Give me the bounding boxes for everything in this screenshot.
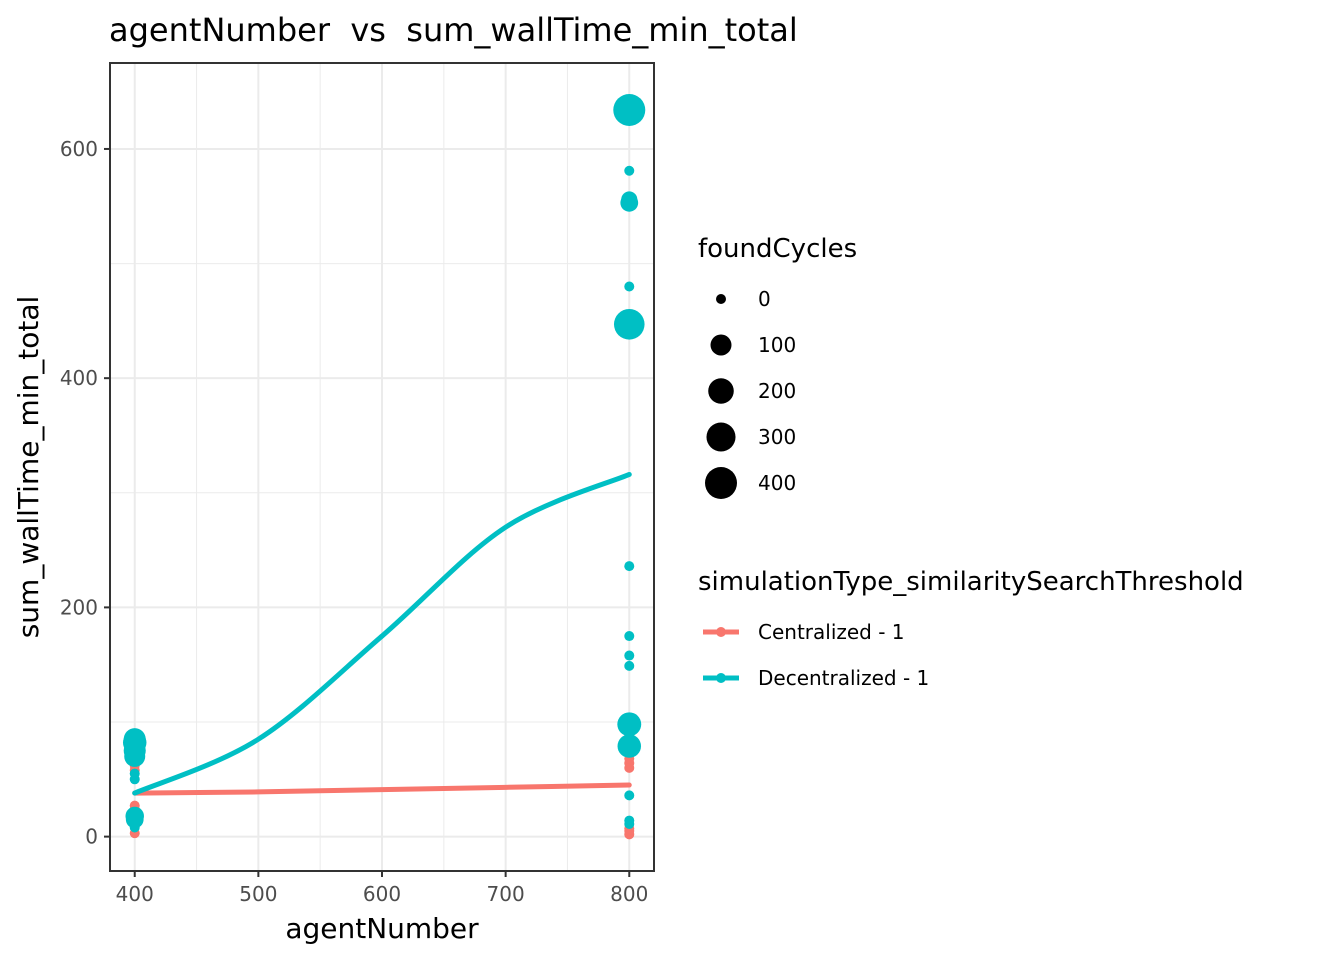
data-point: [621, 191, 638, 208]
y-axis-label: sum_wallTime_min_total: [12, 296, 45, 639]
legend-simulation-type: simulationType_similaritySearchThreshold…: [698, 567, 1244, 690]
data-points: [122, 93, 646, 840]
y-tick-label: 200: [60, 595, 98, 619]
data-point: [624, 281, 635, 292]
trend-lines: [132, 471, 632, 796]
data-point: [624, 561, 635, 572]
data-point: [624, 790, 635, 801]
legend-size-label: 300: [758, 425, 796, 449]
x-tick-label: 400: [116, 882, 154, 906]
legend-size-label: 100: [758, 333, 796, 357]
legend-color-label: Decentralized - 1: [758, 666, 929, 690]
data-point: [624, 650, 635, 661]
data-point: [617, 734, 642, 758]
trend-line: [132, 471, 632, 796]
x-axis-label: agentNumber: [285, 912, 479, 945]
legend-color-key: [716, 673, 726, 683]
y-tick-label: 0: [85, 825, 98, 849]
data-point: [613, 309, 645, 340]
plot-panel: [109, 62, 655, 872]
legend-color-key: [716, 627, 726, 637]
y-tick-label: 400: [60, 366, 98, 390]
x-tick-label: 700: [487, 882, 525, 906]
data-point: [617, 712, 642, 737]
legend-size-key: [706, 422, 736, 452]
data-point: [624, 660, 635, 671]
x-axis: 400 500 600 700 800: [116, 871, 648, 906]
data-point: [624, 165, 635, 176]
legend-size-title: foundCycles: [698, 234, 857, 264]
legend-size-label: 200: [758, 379, 796, 403]
chart-title: agentNumber vs sum_wallTime_min_total: [109, 11, 798, 49]
data-point: [613, 93, 646, 126]
legend-size-label: 400: [758, 471, 796, 495]
legend-size-key: [716, 294, 726, 304]
y-axis: 0 200 400 600: [60, 137, 110, 849]
legend-size-key: [710, 334, 732, 356]
legend-size-label: 0: [758, 287, 771, 311]
data-point: [129, 768, 140, 779]
data-point: [624, 815, 635, 826]
legend-color-title: simulationType_similaritySearchThreshold: [698, 567, 1244, 597]
data-point: [624, 631, 635, 642]
trend-line: [132, 782, 632, 796]
legend-found-cycles: foundCycles 0 100 200 300 400: [698, 234, 857, 499]
x-tick-label: 500: [239, 882, 277, 906]
x-tick-label: 600: [363, 882, 401, 906]
data-point: [123, 728, 146, 751]
legend-color-label: Centralized - 1: [758, 620, 905, 644]
x-tick-label: 800: [610, 882, 648, 906]
y-tick-label: 600: [60, 137, 98, 161]
data-point: [125, 806, 144, 826]
legend-size-key: [705, 467, 737, 499]
legend-size-key: [708, 378, 734, 404]
